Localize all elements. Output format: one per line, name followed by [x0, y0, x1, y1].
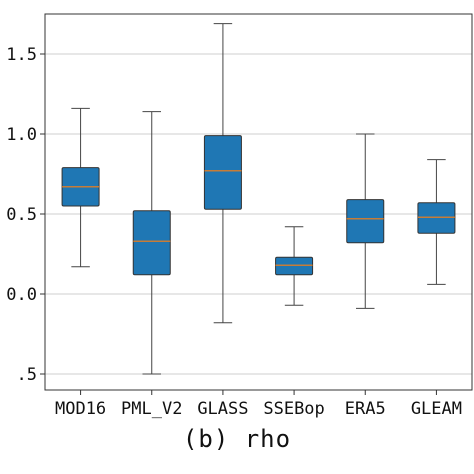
x-tick-label: ERA5 [345, 399, 386, 419]
gridlines [45, 53, 472, 375]
x-tick-label: MOD16 [55, 399, 106, 419]
x-tick-label: SSEBop [263, 399, 324, 419]
box-gleam [417, 159, 456, 285]
plot-frame [44, 13, 473, 391]
box-mod16 [61, 107, 100, 268]
box-pml-v2 [132, 111, 171, 375]
y-tick-label: .5 [17, 365, 37, 385]
box-body [203, 135, 242, 210]
y-axis: .5 0.0 0.5 1.0 1.5 [6, 45, 45, 385]
x-axis: MOD16 PML_V2 GLASS SSEBop ERA5 GLEAM [55, 390, 462, 419]
box-body [346, 199, 385, 244]
chart-caption: (b) rho [182, 425, 292, 453]
y-tick-label: 0.0 [6, 285, 37, 305]
x-tick-label: GLEAM [411, 399, 462, 419]
box-glass [203, 23, 242, 324]
box-era5 [346, 133, 385, 309]
box-body [275, 256, 314, 276]
x-tick-label: GLASS [197, 399, 248, 419]
box-ssebop [275, 226, 314, 306]
y-tick-label: 0.5 [6, 205, 37, 225]
x-tick-label: PML_V2 [121, 399, 182, 419]
box-body [132, 210, 171, 276]
y-tick-label: 1.5 [6, 45, 37, 65]
y-tick-label: 1.0 [6, 125, 37, 145]
box-series [61, 23, 456, 375]
box-body [417, 202, 456, 234]
